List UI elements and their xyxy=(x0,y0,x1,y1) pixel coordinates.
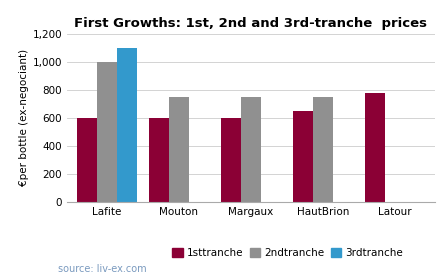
Bar xyxy=(169,97,189,202)
Bar xyxy=(365,93,385,202)
Bar xyxy=(97,62,117,202)
Bar xyxy=(77,118,97,202)
Bar xyxy=(149,118,169,202)
Y-axis label: €per bottle (ex-negociant): €per bottle (ex-negociant) xyxy=(18,49,29,186)
Bar xyxy=(313,97,333,202)
Bar xyxy=(293,111,313,202)
Bar xyxy=(241,97,261,202)
Bar xyxy=(117,48,137,202)
Text: source: liv-ex.com: source: liv-ex.com xyxy=(58,264,147,274)
Legend: 1sttranche, 2ndtranche, 3rdtranche: 1sttranche, 2ndtranche, 3rdtranche xyxy=(168,244,407,262)
Bar xyxy=(220,118,241,202)
Title: First Growths: 1st, 2nd and 3rd-tranche  prices: First Growths: 1st, 2nd and 3rd-tranche … xyxy=(74,17,427,30)
